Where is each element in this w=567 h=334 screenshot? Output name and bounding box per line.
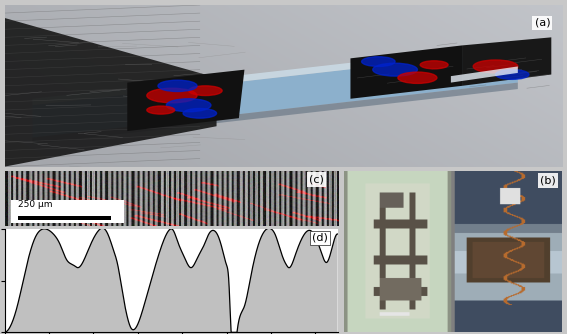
Polygon shape — [0, 18, 217, 167]
Circle shape — [496, 70, 529, 79]
Text: (c): (c) — [310, 175, 324, 185]
Polygon shape — [127, 70, 244, 131]
Text: (a): (a) — [535, 18, 550, 28]
Circle shape — [398, 72, 437, 84]
Polygon shape — [350, 45, 462, 99]
Polygon shape — [32, 44, 518, 105]
Circle shape — [166, 99, 211, 112]
Bar — [11, 200, 124, 223]
Circle shape — [373, 63, 417, 76]
Bar — [18, 216, 111, 220]
Text: (b): (b) — [540, 176, 556, 186]
Text: 250 μm: 250 μm — [18, 200, 52, 209]
Polygon shape — [462, 37, 551, 86]
Circle shape — [158, 80, 197, 92]
Polygon shape — [32, 50, 518, 138]
Text: (d): (d) — [312, 233, 328, 243]
Circle shape — [362, 57, 395, 66]
Circle shape — [189, 86, 222, 96]
Circle shape — [147, 106, 175, 114]
Circle shape — [147, 88, 197, 103]
Polygon shape — [451, 66, 518, 82]
Circle shape — [473, 60, 518, 73]
Circle shape — [420, 61, 448, 69]
Polygon shape — [32, 82, 518, 144]
Circle shape — [183, 109, 217, 118]
